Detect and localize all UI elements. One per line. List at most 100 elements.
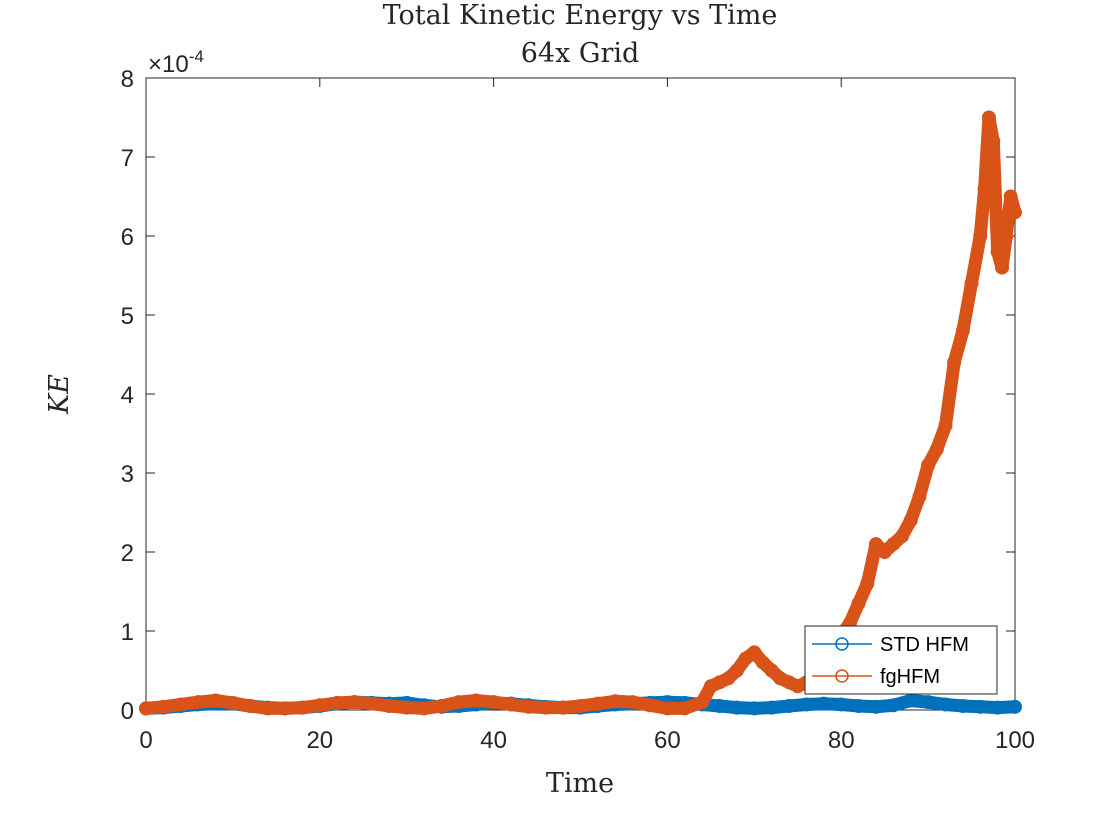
data-point-fghfm bbox=[868, 537, 883, 552]
data-point-fghfm bbox=[790, 679, 805, 694]
y-tick-label: 3 bbox=[121, 461, 134, 488]
series-layer bbox=[139, 110, 1022, 716]
data-point-fghfm bbox=[929, 442, 944, 457]
chart-title: Total Kinetic Energy vs Time bbox=[383, 0, 778, 31]
data-point-std-hfm bbox=[782, 699, 797, 714]
x-tick-label: 40 bbox=[480, 727, 507, 754]
data-point-fghfm bbox=[643, 698, 658, 713]
legend-label-fghfm: fgHFM bbox=[880, 666, 940, 688]
data-point-fghfm bbox=[729, 663, 744, 678]
data-point-fghfm bbox=[278, 701, 293, 716]
data-point-fghfm bbox=[764, 663, 779, 678]
data-point-std-hfm bbox=[921, 695, 936, 710]
data-point-fghfm bbox=[660, 701, 675, 716]
data-point-fghfm bbox=[260, 701, 275, 716]
data-point-fghfm bbox=[521, 699, 536, 714]
data-point-fghfm bbox=[503, 697, 518, 712]
y-tick-label: 7 bbox=[121, 145, 134, 172]
data-point-fghfm bbox=[947, 355, 962, 370]
data-point-fghfm bbox=[977, 181, 992, 196]
chart-subtitle: 64x Grid bbox=[521, 38, 640, 69]
data-point-fghfm bbox=[625, 695, 640, 710]
data-point-fghfm bbox=[208, 693, 223, 708]
data-point-fghfm bbox=[295, 700, 310, 715]
data-point-fghfm bbox=[399, 700, 414, 715]
data-point-fghfm bbox=[382, 699, 397, 714]
data-point-std-hfm bbox=[747, 701, 762, 716]
data-point-fghfm bbox=[347, 695, 362, 710]
data-point-fghfm bbox=[990, 244, 1005, 259]
data-point-fghfm bbox=[451, 695, 466, 710]
data-point-fghfm bbox=[173, 697, 188, 712]
data-point-fghfm bbox=[747, 645, 762, 660]
x-tick-label: 0 bbox=[139, 727, 152, 754]
data-point-std-hfm bbox=[973, 699, 988, 714]
data-point-std-hfm bbox=[712, 699, 727, 714]
legend-marker-fghfm bbox=[835, 669, 849, 683]
data-point-fghfm bbox=[703, 679, 718, 694]
data-point-fghfm bbox=[782, 675, 797, 690]
data-point-fghfm bbox=[964, 276, 979, 291]
legend-marker-std-hfm bbox=[835, 637, 849, 651]
data-point-std-hfm bbox=[1008, 699, 1022, 714]
data-point-std-hfm bbox=[816, 696, 831, 711]
data-point-std-hfm bbox=[886, 698, 901, 713]
data-point-std-hfm bbox=[868, 699, 883, 714]
data-point-fghfm bbox=[677, 701, 692, 716]
data-point-fghfm bbox=[973, 229, 988, 243]
data-point-fghfm bbox=[695, 695, 710, 710]
legend-box bbox=[804, 625, 998, 695]
data-point-fghfm bbox=[486, 695, 501, 710]
y-tick-label: 6 bbox=[121, 224, 134, 251]
data-point-fghfm bbox=[417, 701, 432, 716]
x-axis-label: Time bbox=[546, 768, 614, 799]
data-point-std-hfm bbox=[955, 699, 970, 714]
data-point-std-hfm bbox=[764, 700, 779, 715]
series-fghfm bbox=[139, 110, 1022, 716]
ticks-layer: 0 20 40 60 80 100 0 1 2 3 4 5 6 7 8 bbox=[121, 66, 1035, 754]
data-point-fghfm bbox=[860, 576, 875, 591]
data-point-fghfm bbox=[312, 698, 327, 713]
data-point-fghfm bbox=[721, 671, 736, 686]
data-point-fghfm bbox=[538, 700, 553, 715]
data-point-std-hfm bbox=[990, 700, 1005, 715]
data-point-fghfm bbox=[938, 418, 953, 433]
x-tick-label: 60 bbox=[654, 727, 681, 754]
series-line-fghfm bbox=[139, 111, 1022, 715]
data-point-fghfm bbox=[1008, 205, 1022, 220]
data-point-fghfm bbox=[156, 699, 171, 714]
legend-label-std-hfm: STD HFM bbox=[880, 634, 969, 656]
data-point-fghfm bbox=[712, 675, 727, 690]
data-point-fghfm bbox=[225, 695, 240, 710]
data-point-fghfm bbox=[573, 699, 588, 714]
data-point-fghfm bbox=[434, 699, 449, 714]
data-point-fghfm bbox=[773, 671, 788, 686]
data-point-fghfm bbox=[139, 701, 153, 716]
x-tick-label: 80 bbox=[828, 727, 855, 754]
data-point-fghfm bbox=[556, 700, 571, 715]
data-point-fghfm bbox=[981, 110, 996, 125]
y-tick-label: 1 bbox=[121, 619, 134, 646]
y-axis-label: KE bbox=[44, 374, 75, 415]
data-point-fghfm bbox=[895, 529, 910, 544]
data-point-fghfm bbox=[994, 260, 1009, 275]
y-tick-label: 0 bbox=[121, 698, 134, 725]
plot-area bbox=[145, 77, 1016, 711]
data-point-std-hfm bbox=[799, 697, 814, 712]
y-tick-label: 5 bbox=[121, 303, 134, 330]
y-exponent-base: ×10 bbox=[148, 51, 189, 78]
data-point-std-hfm bbox=[851, 699, 866, 714]
x-tick-label: 100 bbox=[995, 727, 1035, 754]
data-point-fghfm bbox=[903, 513, 918, 528]
data-point-fghfm bbox=[955, 323, 970, 338]
data-point-fghfm bbox=[191, 695, 206, 710]
data-point-fghfm bbox=[330, 695, 345, 710]
y-tick-label: 8 bbox=[121, 66, 134, 93]
data-point-fghfm bbox=[590, 696, 605, 711]
data-point-fghfm bbox=[851, 596, 866, 611]
y-tick-label: 4 bbox=[121, 382, 134, 409]
data-point-fghfm bbox=[986, 134, 1001, 149]
data-point-fghfm bbox=[886, 537, 901, 552]
y-exponent-label: ×10-4 bbox=[148, 47, 204, 78]
